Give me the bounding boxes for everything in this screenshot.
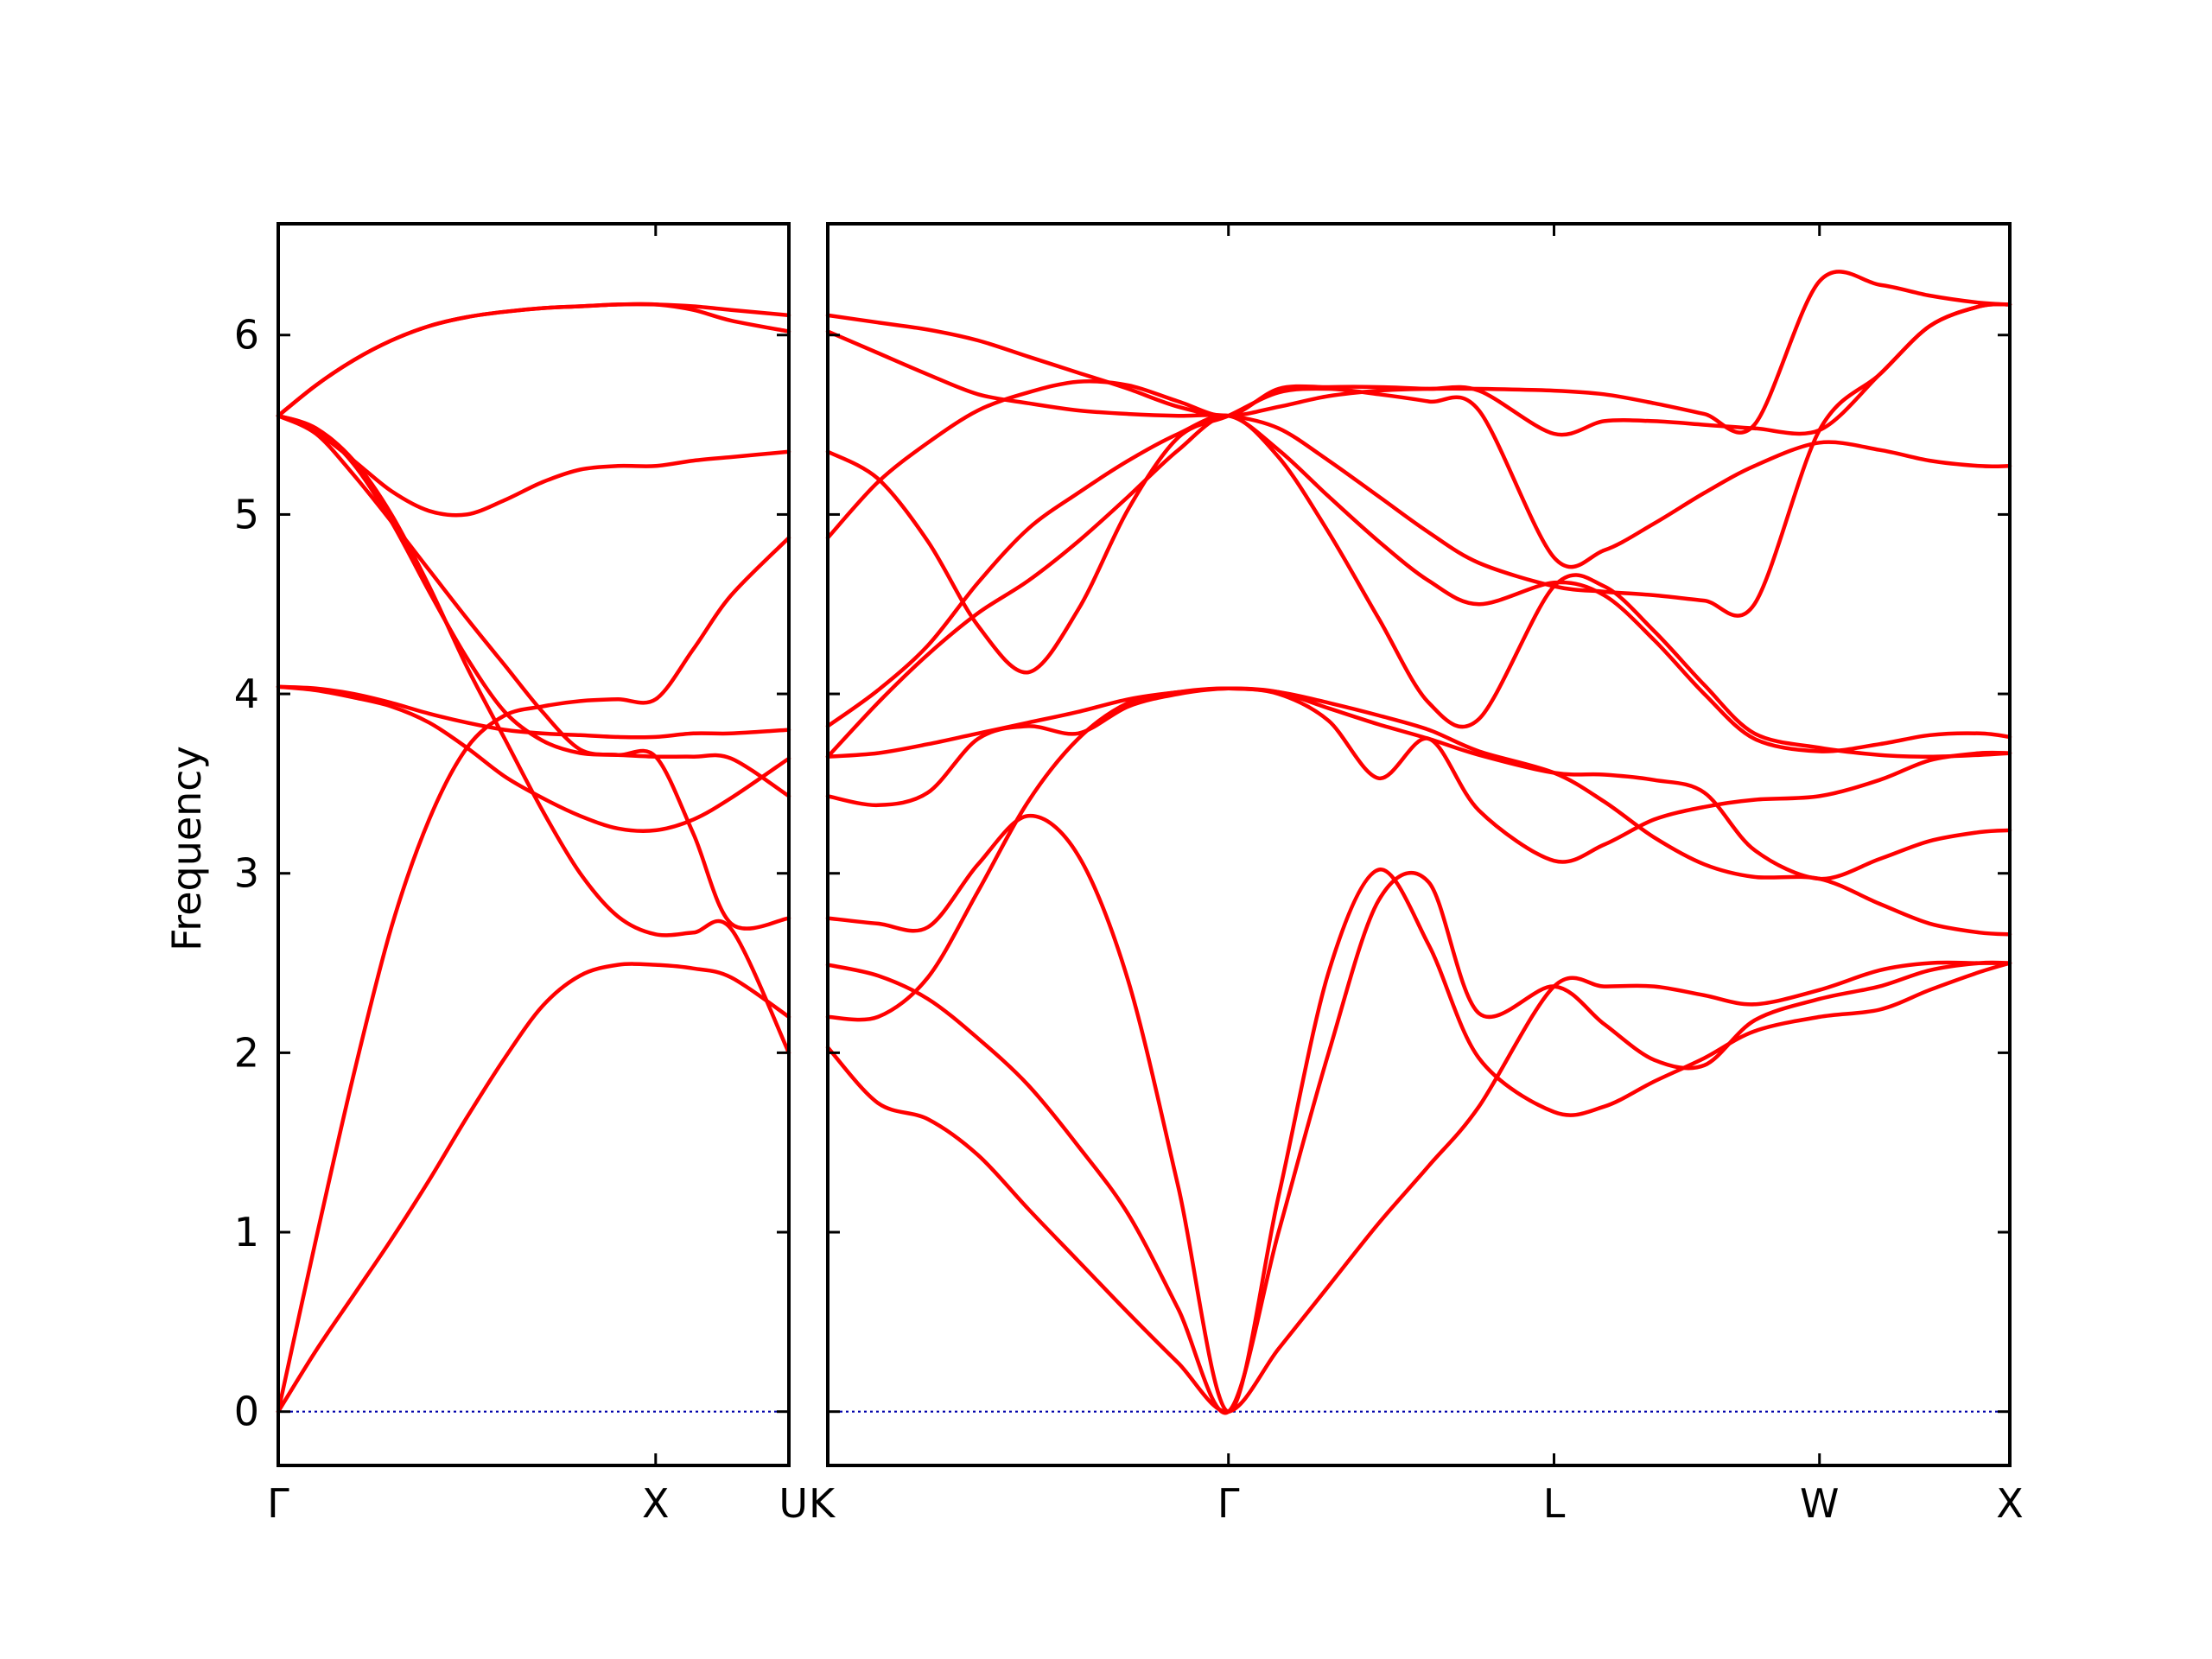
y-tick-label: 4 [234, 671, 259, 717]
band-line-8 [825, 413, 2012, 753]
band-line-8 [276, 413, 791, 518]
band-line-9 [825, 386, 2012, 675]
x-label-2-4: W [1800, 1480, 1839, 1527]
band-line-7 [825, 413, 2012, 759]
band-line-3 [825, 814, 2012, 1414]
band-line-6 [276, 413, 791, 931]
x-label-2-1: K [809, 1480, 836, 1527]
y-tick-label: 3 [234, 850, 259, 897]
band-line-3 [276, 684, 791, 740]
band-line-2 [276, 536, 791, 1414]
x-label-1-2: X [642, 1480, 670, 1527]
band-line-4 [825, 686, 2012, 1022]
panel-frame [826, 222, 2012, 1467]
y-tick-label: 1 [234, 1209, 259, 1255]
band-line-5 [276, 413, 791, 1055]
band-line-4 [276, 684, 791, 833]
band-line-10 [825, 302, 2012, 540]
y-tick-label: 2 [234, 1029, 259, 1076]
x-label-2-3: L [1543, 1480, 1566, 1527]
y-tick-label: 5 [234, 491, 259, 537]
y-tick-label: 0 [234, 1389, 259, 1435]
band-line-1 [825, 960, 2012, 1414]
band-line-6 [825, 686, 2012, 937]
band-line-5 [825, 686, 2012, 881]
plot-panels: 0 1 2 3 4 5 6 Γ X U K Γ L W X [234, 222, 2024, 1527]
panel-gamma-x-u: 0 1 2 3 4 5 6 Γ X U [234, 222, 808, 1527]
y-axis-label: Frequency [163, 746, 210, 951]
band-line-11 [825, 302, 2012, 618]
x-label-1-3: U [779, 1480, 808, 1527]
band-line-12 [825, 270, 2012, 435]
band-line-1 [276, 962, 791, 1414]
x-label-2-5: X [1996, 1480, 2024, 1527]
x-label-2-2: Γ [1217, 1480, 1240, 1527]
band-line-7 [276, 413, 791, 798]
x-label-1-1: Γ [267, 1480, 289, 1527]
y-tick-label: 6 [234, 312, 259, 359]
band-line-10 [276, 302, 791, 418]
band-line-2 [825, 871, 2012, 1415]
panel-frame [276, 222, 791, 1467]
